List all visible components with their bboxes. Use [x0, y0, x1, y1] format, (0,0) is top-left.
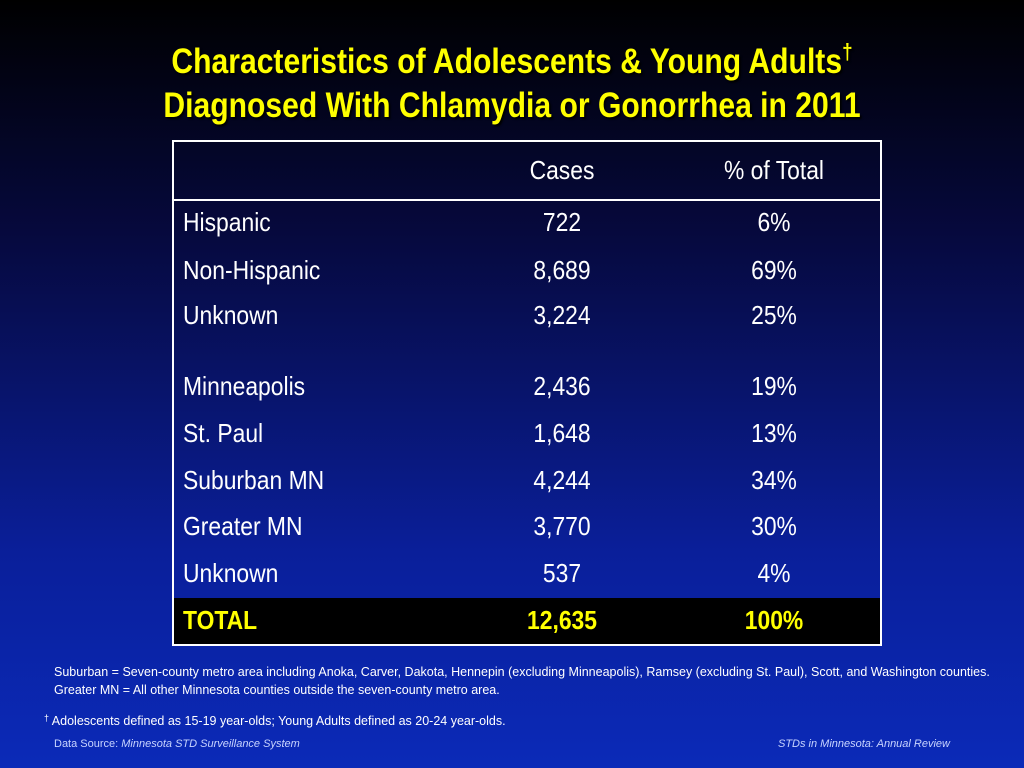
total-percent: 100%	[744, 605, 804, 635]
suburban-definition-note: Suburban = Seven-county metro area inclu…	[54, 665, 990, 697]
row-label: Greater MN	[183, 511, 303, 541]
data-source-name: Minnesota STD Surveillance System	[121, 738, 300, 750]
note-dagger-symbol: †	[44, 713, 50, 723]
row-cases: 722	[542, 207, 582, 237]
row-percent: 6%	[757, 207, 791, 237]
row-cases: 537	[542, 558, 582, 588]
row-cases: 3,770	[533, 511, 591, 541]
row-label: Non-Hispanic	[183, 255, 321, 285]
row-percent: 13%	[751, 418, 797, 448]
row-percent: 4%	[757, 558, 791, 588]
total-cases: 12,635	[527, 605, 597, 635]
row-cases: 2,436	[533, 371, 591, 401]
row-cases: 4,244	[533, 465, 591, 495]
report-title-footer: STDs in Minnesota: Annual Review	[777, 738, 950, 750]
title-dagger: †	[842, 39, 853, 64]
row-label: Minneapolis	[183, 371, 306, 401]
note-dagger-text: Adolescents defined as 15-19 year-olds; …	[49, 714, 506, 728]
row-label: Unknown	[183, 300, 279, 330]
title-line-2: Diagnosed With Chlamydia or Gonorrhea in…	[163, 86, 861, 125]
row-label: Suburban MN	[183, 465, 325, 495]
row-label: Hispanic	[183, 207, 271, 237]
header-cases: Cases	[529, 155, 595, 185]
row-cases: 3,224	[533, 300, 591, 330]
row-percent: 25%	[751, 300, 797, 330]
table-header-row: Cases % of Total	[174, 142, 880, 201]
row-label: St. Paul	[183, 418, 264, 448]
slide-title: Characteristics of Adolescents & Young A…	[106, 30, 918, 128]
row-percent: 30%	[751, 511, 797, 541]
row-percent: 19%	[751, 371, 797, 401]
data-source-footer: Data Source: Minnesota STD Surveillance …	[54, 738, 300, 750]
title-line-1: Characteristics of Adolescents & Young A…	[171, 42, 843, 81]
row-cases: 1,648	[533, 418, 591, 448]
characteristics-table: Cases % of Total Hispanic 722 6% Non-His…	[172, 140, 882, 646]
row-cases: 8,689	[533, 255, 591, 285]
header-percent-of-total: % of Total	[723, 155, 825, 185]
row-percent: 34%	[751, 465, 797, 495]
age-definition-note: † Adolescents defined as 15-19 year-olds…	[44, 709, 984, 730]
total-label: TOTAL	[183, 605, 258, 635]
data-source-label: Data Source:	[54, 738, 122, 750]
row-percent: 69%	[751, 255, 797, 285]
total-row: TOTAL 12,635 100%	[174, 598, 880, 644]
row-label: Unknown	[183, 558, 279, 588]
